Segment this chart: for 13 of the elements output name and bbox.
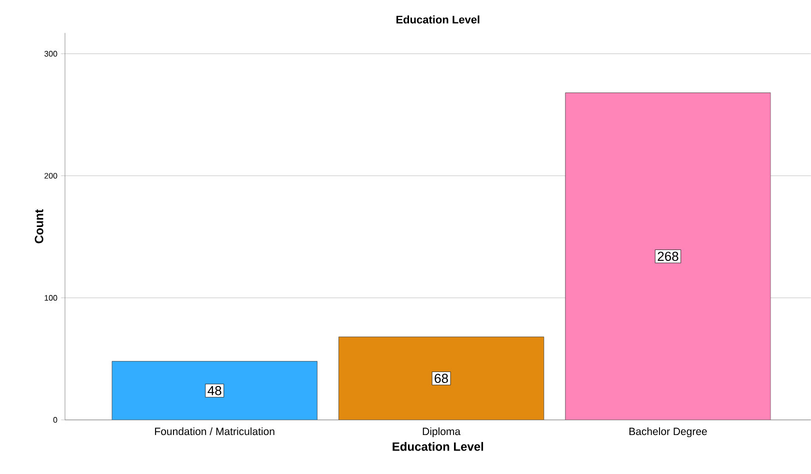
y-axis-title: Count (34, 209, 44, 244)
chart-title: Education Level (396, 15, 480, 24)
x-tick-label: Foundation / Matriculation (155, 427, 274, 436)
x-axis-title: Education Level (392, 442, 484, 451)
x-tick-label: Diploma (422, 427, 461, 438)
y-tick-label: 200 (44, 173, 58, 179)
data-label: 68 (434, 374, 448, 384)
x-tick-label: Bachelor Degree (629, 427, 707, 438)
data-label: 268 (658, 252, 678, 261)
y-tick-label: 300 (44, 50, 58, 57)
data-label: 48 (208, 386, 222, 396)
y-tick-label: 0 (53, 417, 58, 423)
y-tick-label: 100 (44, 295, 58, 301)
